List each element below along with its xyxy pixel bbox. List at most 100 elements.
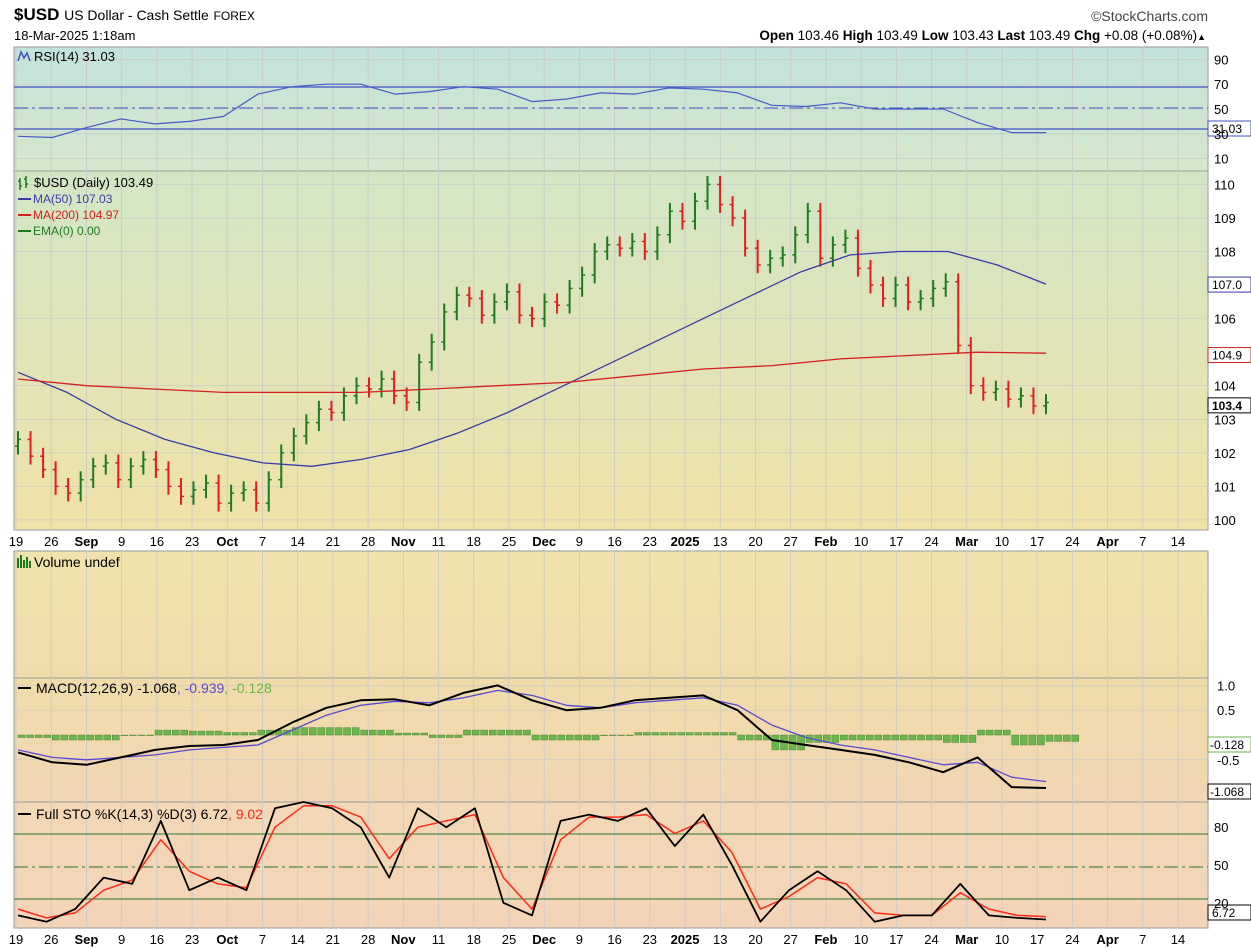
macd-histogram-bar [1062,734,1071,742]
sto-x-tick-label: 20 [748,932,762,947]
macd-histogram-bar [334,727,343,736]
macd-histogram-bar [429,734,437,738]
price-x-tick-label: 11 [432,534,446,549]
macd-histogram-bar [420,732,428,736]
macd-histogram-bar [112,734,120,741]
macd-histogram-bar [17,734,26,738]
macd-histogram-bar [677,732,685,736]
macd-histogram-bar [626,734,634,736]
macd-histogram-bar [94,734,103,741]
macd-histogram-bar [917,734,925,741]
quote-bar: Open 103.46 High 103.49 Low 103.43 Last … [759,28,1206,43]
macd-histogram-bar [223,732,231,736]
price-y-tick-label: 110 [1214,177,1235,192]
macd-histogram-bar [908,734,917,741]
macd-histogram-bar [925,734,934,741]
macd-histogram-bar [1054,734,1062,742]
macd-legend-main: MACD(12,26,9) -1.068 [36,680,177,696]
macd-histogram-bar [471,729,480,736]
macd-current-label: -1.068 [1210,785,1244,799]
volume-panel [13,550,1209,679]
macd-histogram-bar [540,734,548,741]
macd-histogram-bar [668,732,677,736]
sto-legend: Full STO %K(14,3) %D(3) 6.72, 9.02 [18,806,263,822]
price-x-tick-label: 14 [1171,534,1185,549]
macd-histogram-bar [171,729,180,736]
price-y-tick-label: 108 [1214,245,1236,260]
low-label: Low [921,28,949,43]
macd-histogram-bar [309,727,317,736]
macd-histogram-bar [617,734,625,736]
price-x-tick-label: 20 [748,534,762,549]
sto-x-tick-label: Apr [1096,932,1118,947]
sto-d-line [17,805,1047,919]
chart-title: $USD US Dollar - Cash Settle FOREX [14,5,255,25]
macd-histogram-bar [26,734,34,738]
price-x-tick-label: 7 [1139,534,1146,549]
rsi-legend-text: RSI(14) 31.03 [34,49,115,64]
macd-histogram-bar [257,729,266,736]
macd-histogram-bar [103,734,111,741]
macd-histogram-bar [86,734,94,741]
price-legend-text: $USD (Daily) 103.49 [34,175,153,190]
low-value: 103.43 [952,28,994,43]
rsi-icon [17,50,31,62]
price-x-tick-label: 21 [326,534,340,549]
sto-x-tick-label: 27 [783,932,797,947]
macd-histogram-bar [643,732,651,736]
price-x-tick-label: 27 [783,534,797,549]
price-panel [13,170,1209,531]
macd-histogram-bar [686,732,694,736]
macd-histogram-bar [231,732,240,736]
price-x-tick-label: 16 [150,534,164,549]
rsi-y-tick-label: 90 [1214,52,1228,67]
macd-histogram-bar [343,727,351,736]
rsi-y-tick-label: 50 [1214,102,1228,117]
macd-histogram-bar [480,729,488,736]
price-x-tick-label: Apr [1096,534,1118,549]
macd-histogram-bar [634,732,643,736]
sto-x-tick-label: Feb [814,932,837,947]
price-x-tick-label: 17 [889,534,903,549]
sto-x-tick-label: 18 [467,932,481,947]
macd-histogram-bar [360,729,368,736]
macd-histogram-bar [197,730,206,736]
rsi-legend: RSI(14) 31.03 [17,49,115,64]
macd-histogram-bar [968,734,977,743]
macd-histogram-bar [77,734,86,741]
macd-histogram-bar [583,734,591,741]
macd-histogram-bar [163,729,171,736]
macd-histogram-bar [960,734,968,743]
sto-x-tick-label: 19 [9,932,23,947]
stochastic-panel [13,801,1209,929]
macd-histogram-bar [900,734,908,741]
price-x-tick-label: 9 [118,534,125,549]
price-current-label: 103.4 [1212,399,1242,413]
macd-histogram-bar [154,729,163,736]
macd-histogram-bar [985,729,994,736]
sto-x-tick-label: 10 [854,932,868,947]
sto-x-tick-label: 7 [1139,932,1146,947]
macd-histogram-bar [488,729,497,736]
macd-histogram-bar [711,732,720,736]
sto-x-tick-label: Mar [955,932,978,947]
sto-x-tick-label: 14 [1171,932,1185,947]
sto-k-line [17,801,1047,923]
macd-histogram-bar [771,734,780,751]
price-x-tick-label: Mar [955,534,978,549]
sto-x-tick-label: Sep [75,932,99,947]
sto-x-tick-label: 2025 [671,932,700,947]
macd-histogram-bar [660,732,668,736]
high-label: High [842,28,873,43]
sto-x-tick-label: 11 [432,932,446,947]
macd-histogram-bar [351,727,360,736]
price-x-tick-label: 10 [854,534,868,549]
macd-histogram-bar [206,730,214,736]
macd-histogram-bar [531,734,540,741]
macd-hist-current-label: -0.128 [1210,738,1244,752]
macd-histogram-bar [454,734,463,738]
macd-histogram-bar [934,734,942,741]
macd-histogram-bar [394,732,403,736]
price-x-tick-label: 24 [1065,534,1079,549]
macd-histogram-bar [883,734,891,741]
